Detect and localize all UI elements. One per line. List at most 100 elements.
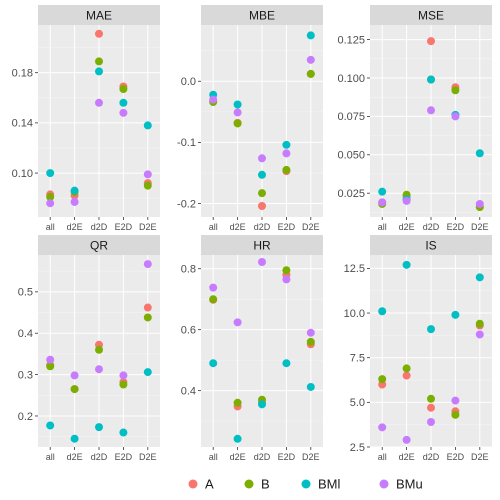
point-bmu-e2d — [119, 371, 128, 380]
y-tick-label: 0.5 — [18, 287, 33, 299]
point-a-d2e — [143, 303, 152, 312]
x-tick-label: E2D — [278, 452, 296, 462]
x-tick-label: d2E — [230, 222, 246, 232]
panel-strip — [38, 5, 160, 25]
point-bmu-d2d — [258, 154, 266, 163]
y-tick-label: 0.10 — [12, 168, 33, 180]
y-tick-label: 0.100 — [337, 73, 365, 85]
x-tick-label: D2E — [302, 222, 320, 232]
y-tick-label: 5.0 — [350, 397, 365, 409]
x-tick-label: d2D — [91, 222, 108, 232]
y-tick-label: -0.2 — [177, 198, 196, 210]
panel-mae: MAE 0.10 0.14 0.18 all d2E d2D E2D D2E — [12, 5, 160, 232]
point-b-e2d — [119, 380, 128, 389]
point-bml-d2e — [475, 273, 484, 282]
point-b-d2d — [95, 57, 103, 66]
point-bml-e2d — [282, 140, 291, 149]
x-tick-label: all — [46, 222, 55, 232]
point-bmu-d2d — [427, 106, 435, 115]
point-bml-d2d — [427, 75, 435, 84]
legend-key-a — [188, 479, 198, 489]
point-bmu-e2d — [282, 275, 291, 284]
panel-strip — [38, 235, 160, 255]
y-tick-label: 7.5 — [350, 352, 365, 364]
point-bml-all — [46, 169, 55, 178]
point-bml-e2d — [119, 98, 128, 107]
point-b-all — [378, 375, 387, 384]
y-tick-label: 12.5 — [344, 263, 365, 275]
point-bmu-all — [378, 198, 387, 207]
point-a-d2d — [258, 201, 266, 210]
point-bml-d2e — [143, 368, 152, 377]
point-bmu-all — [209, 95, 218, 104]
x-tick-label: all — [209, 222, 218, 232]
x-tick-label: all — [378, 222, 387, 232]
point-a-d2d — [95, 29, 103, 38]
y-tick-label: 0.0 — [181, 76, 196, 88]
y-tick-label: 0.4 — [181, 385, 196, 397]
x-tick-label: d2D — [423, 222, 440, 232]
legend-key-bml — [301, 479, 311, 489]
point-bmu-all — [378, 423, 387, 432]
panel-title: QR — [90, 239, 108, 253]
y-tick-label: -0.1 — [177, 137, 196, 149]
panel-title: HR — [253, 239, 271, 253]
point-b-e2d — [451, 410, 460, 419]
point-bmu-d2d — [95, 365, 103, 374]
point-b-d2e — [306, 337, 315, 346]
x-tick-label: D2E — [139, 222, 157, 232]
point-bmu-d2e — [402, 196, 411, 205]
point-bmu-d2e — [306, 328, 315, 337]
point-bml-all — [378, 307, 387, 316]
panel-is: IS 2.5 5.0 7.5 10.0 12.5 all d2E d2D E2D D2E — [344, 235, 492, 462]
point-bmu-e2d — [282, 149, 291, 158]
panel-title: MSE — [418, 9, 444, 23]
point-bml-e2d — [119, 428, 128, 437]
point-a-d2d — [427, 403, 435, 412]
point-bml-d2d — [95, 67, 103, 76]
y-tick-label: 2.5 — [350, 442, 365, 454]
point-bml-d2d — [258, 170, 266, 179]
x-tick-label: E2D — [115, 222, 133, 232]
point-bmu-d2d — [258, 258, 266, 267]
panel-title: IS — [425, 239, 436, 253]
point-bmu-d2e — [70, 371, 79, 380]
x-tick-label: d2D — [254, 452, 271, 462]
panel-strip — [370, 235, 492, 255]
legend-label-bml: BMl — [318, 477, 341, 492]
y-tick-label: 0.050 — [337, 150, 365, 162]
point-bmu-d2e — [143, 260, 152, 269]
panel-title: MAE — [86, 9, 112, 23]
panel-title: MBE — [249, 9, 275, 23]
x-tick-label: all — [46, 452, 55, 462]
legend-key-bmu — [379, 479, 389, 489]
point-b-d2e — [143, 313, 152, 322]
legend: A B BMl BMu — [188, 477, 423, 492]
panel-qr: QR 0.2 0.3 0.4 0.5 all d2E d2D E2D D2E — [18, 235, 160, 462]
panel-mbe: MBE -0.2 -0.1 0.0 all d2E d2D E2D D2E — [177, 5, 323, 232]
point-bml-d2d — [427, 325, 435, 334]
point-bmu-all — [46, 355, 55, 364]
y-tick-label: 0.125 — [337, 34, 365, 46]
point-bmu-e2d — [451, 396, 460, 405]
point-b-d2d — [427, 394, 435, 403]
point-bml-d2e — [143, 121, 152, 130]
point-bml-e2d — [282, 359, 291, 368]
x-tick-label: d2D — [91, 452, 108, 462]
x-tick-label: all — [209, 452, 218, 462]
point-b-d2e — [143, 181, 152, 190]
point-bml-all — [46, 421, 55, 430]
point-bml-d2e — [306, 31, 315, 40]
x-tick-label: d2E — [399, 452, 415, 462]
point-bmu-all — [46, 199, 55, 208]
x-tick-label: E2D — [278, 222, 296, 232]
y-tick-label: 0.6 — [181, 324, 196, 336]
y-tick-label: 0.18 — [12, 67, 33, 79]
point-b-e2d — [282, 165, 291, 174]
point-a-d2e — [402, 371, 411, 380]
point-bmu-d2e — [475, 330, 484, 339]
legend-label-a: A — [205, 477, 214, 492]
point-b-d2e — [306, 69, 315, 78]
y-tick-label: 0.025 — [337, 188, 365, 200]
point-bml-d2e — [70, 186, 79, 195]
